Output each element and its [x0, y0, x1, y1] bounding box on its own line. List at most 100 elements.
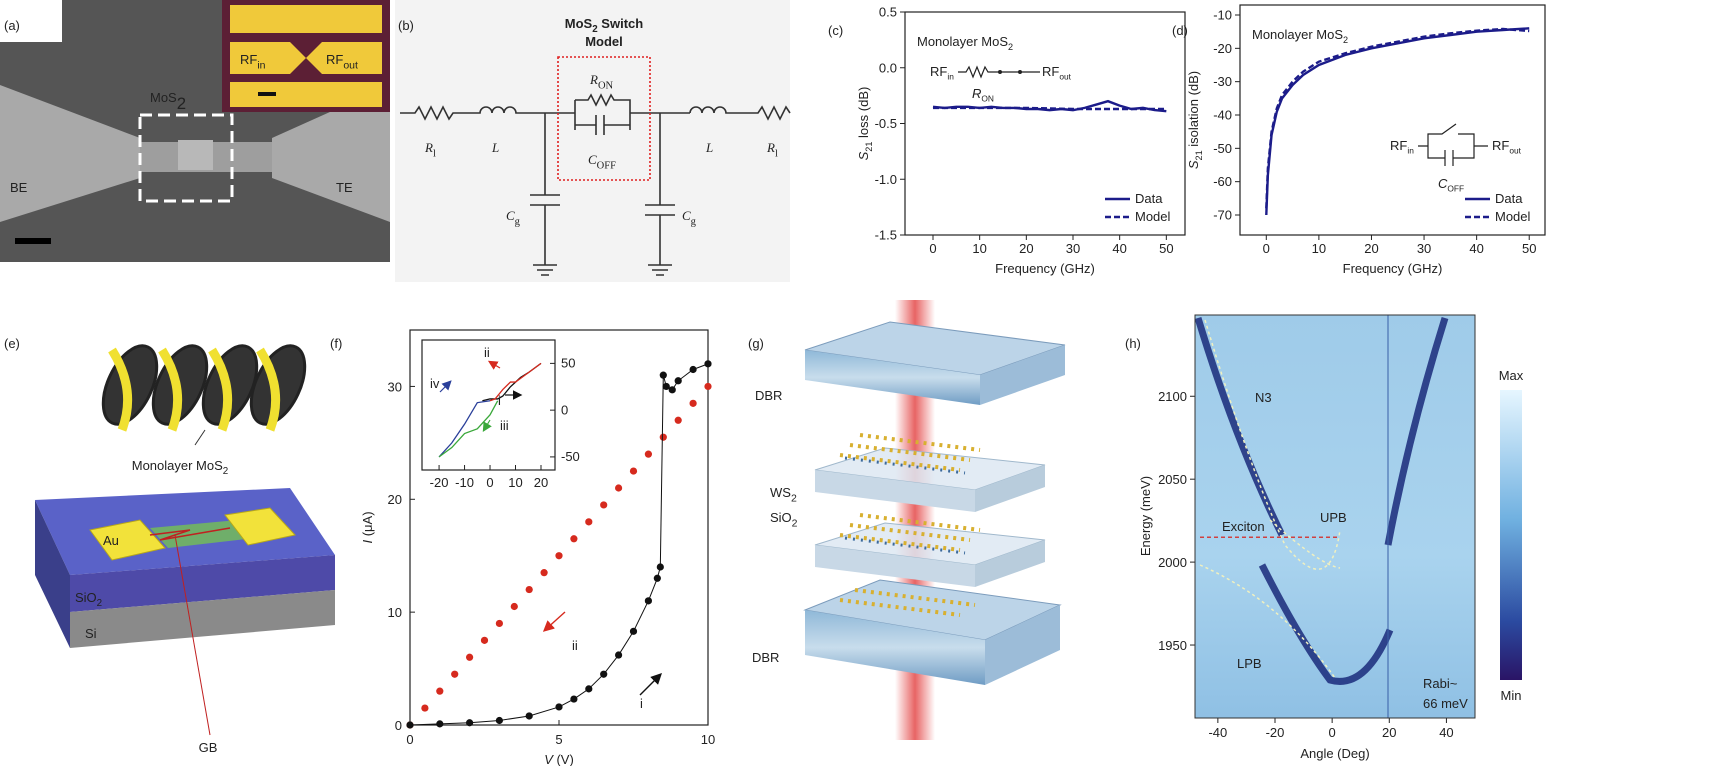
- legend-label: Model: [1495, 209, 1531, 224]
- y-tick-label: -0.5: [875, 116, 897, 131]
- heatmap-image: [1194, 315, 1522, 718]
- layer-label: WS2: [770, 485, 797, 505]
- component-label: Rl: [766, 140, 778, 160]
- port-label: RFout: [326, 52, 358, 72]
- data-line: [1265, 27, 1530, 209]
- x-tick-label: 20: [1364, 241, 1378, 256]
- y-axis-label-part: loss (dB): [856, 87, 871, 142]
- y-tick-label: -30: [1213, 74, 1232, 89]
- inset-label-part: ON: [981, 94, 994, 104]
- x-tick-label: 0: [406, 732, 413, 747]
- inset-label: COFF: [1438, 176, 1464, 194]
- data-point: [555, 552, 563, 560]
- y-tick-label: 30: [388, 379, 402, 394]
- annotation: N3: [1255, 390, 1272, 405]
- x-tick-label: 10: [701, 732, 715, 747]
- y-tick-label: 0.0: [879, 60, 897, 75]
- panel-label: (c): [828, 23, 843, 38]
- x-tick-label: 20: [1382, 725, 1396, 740]
- x-tick-label: 0: [1263, 241, 1270, 256]
- annotation-part: Monolayer MoS: [917, 34, 1008, 49]
- inset-label-part: RF: [1492, 138, 1509, 153]
- annotation-part: 2: [1343, 35, 1348, 45]
- x-tick-label: 50: [1159, 241, 1173, 256]
- y-tick-label: -60: [1213, 174, 1232, 189]
- data-point: [451, 670, 459, 678]
- component-label-part: C: [682, 208, 691, 223]
- layer-label: DBR: [755, 388, 782, 403]
- data-point: [466, 653, 474, 661]
- x-tick-label: 30: [1066, 241, 1080, 256]
- plot-frame: [904, 11, 1186, 236]
- annotation-arrow: [482, 419, 492, 433]
- panel-label: (e): [4, 336, 20, 351]
- material-label-part: MoS: [150, 90, 177, 105]
- annotation: i: [640, 696, 643, 711]
- data-point: [644, 450, 653, 458]
- data-point: [689, 399, 697, 407]
- y-axis-label-part: isolation (dB): [1186, 71, 1201, 150]
- layer-label: SiO2: [770, 510, 798, 530]
- material-label-part: Monolayer MoS: [132, 458, 223, 473]
- component-label-part: l: [775, 149, 778, 160]
- component-label: L: [705, 140, 713, 155]
- y-axis-label-part: I: [360, 540, 375, 544]
- material-label: MoS2: [150, 90, 186, 113]
- annotation: Monolayer MoS2: [1252, 27, 1348, 45]
- electrode-label: BE: [10, 180, 28, 195]
- data-point: [615, 484, 623, 492]
- y-axis-label: I (μA): [360, 511, 375, 543]
- inset-label: RON: [972, 86, 994, 104]
- y-axis-label-part: 21: [1194, 150, 1204, 160]
- annotation: Rabi~: [1423, 676, 1458, 691]
- component-label: COFF: [588, 152, 616, 172]
- annotation-arrow: [439, 380, 452, 393]
- data-point: [495, 619, 503, 628]
- x-tick-label: 10: [508, 475, 522, 490]
- component-label: Cg: [682, 208, 697, 228]
- electrode-label: TE: [336, 180, 353, 195]
- model-title: MoS2 Switch: [565, 16, 643, 35]
- y-axis-label-part: S: [856, 151, 871, 160]
- data-point: [525, 585, 533, 594]
- y-tick-label: -70: [1213, 208, 1232, 223]
- y-tick-label: 2100: [1158, 389, 1187, 404]
- y-tick-label: 1950: [1158, 638, 1187, 653]
- component-label-part: g: [691, 217, 697, 228]
- component-label-part: R: [766, 140, 775, 155]
- y-tick-label: 0: [395, 718, 402, 733]
- data-point: [510, 602, 518, 611]
- x-tick-label: 5: [555, 732, 562, 747]
- legend-label: Data: [1135, 191, 1163, 206]
- annotation: i: [498, 393, 501, 408]
- panel-label: (a): [4, 18, 20, 33]
- annotation: 66 meV: [1423, 696, 1468, 711]
- x-tick-label: 30: [1417, 241, 1431, 256]
- data-point: [421, 704, 429, 712]
- inset-label: RFin: [1390, 138, 1414, 156]
- plot-frame: [1239, 4, 1546, 236]
- port-label-part: RF: [326, 52, 343, 67]
- material-label: SiO2: [75, 590, 102, 609]
- material-label: Si: [85, 626, 97, 641]
- port-label-part: RF: [240, 52, 257, 67]
- x-tick-label: 0: [486, 475, 493, 490]
- x-axis-label-part: V: [544, 752, 554, 766]
- annotation-arrow: [542, 611, 566, 632]
- data-point: [570, 535, 578, 543]
- x-axis-label-part: (V): [553, 752, 574, 766]
- cavity-illustration: [803, 300, 1066, 740]
- inset-label-part: RF: [1042, 64, 1059, 79]
- device-illustration: [35, 344, 335, 736]
- x-axis-label: Frequency (GHz): [995, 261, 1095, 276]
- model-title-part: 2: [592, 24, 598, 35]
- layer-label: DBR: [752, 650, 779, 665]
- y-axis-label-part: (μA): [360, 511, 375, 539]
- plot-frame: [1194, 314, 1476, 719]
- plot-frame: [409, 329, 709, 726]
- annotation: Monolayer MoS2: [917, 34, 1013, 52]
- annotation: iv: [430, 376, 440, 391]
- component-label-part: L: [705, 140, 713, 155]
- inset-label-part: OFF: [1447, 184, 1464, 194]
